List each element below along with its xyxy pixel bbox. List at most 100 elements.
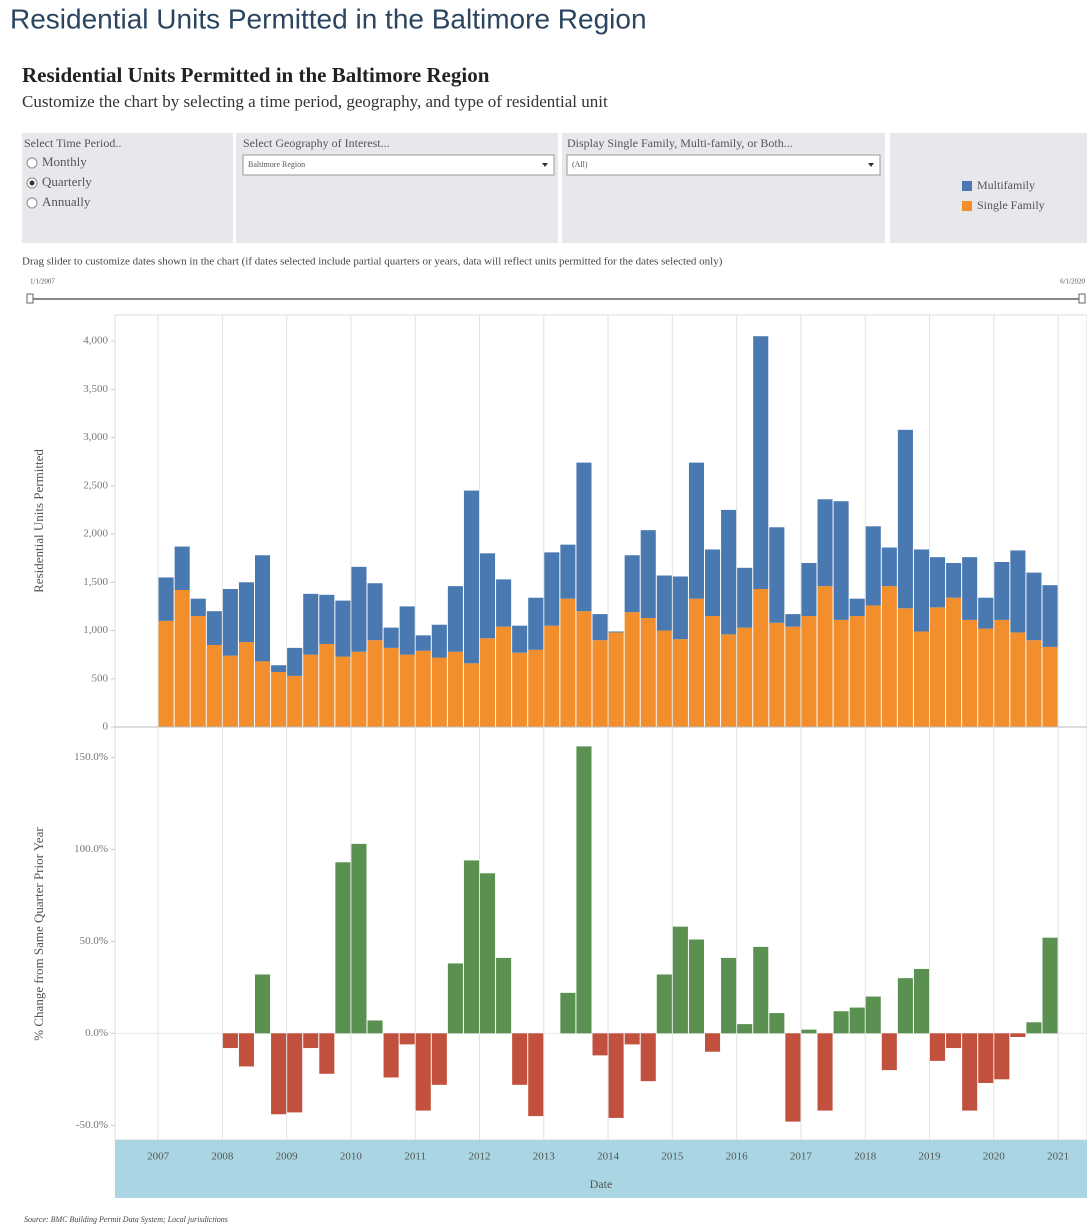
radio-button[interactable]	[26, 157, 38, 169]
bar-segment	[271, 672, 287, 727]
bar-segment	[319, 594, 335, 645]
x-tick-label: 2013	[533, 1151, 556, 1163]
dropdown[interactable]	[242, 154, 555, 176]
bar	[463, 860, 479, 1034]
bar-segment	[833, 501, 849, 620]
bar-segment	[769, 622, 785, 727]
dropdown-arrow	[542, 163, 548, 167]
bar-segment	[608, 632, 624, 727]
bar-segment	[174, 546, 190, 590]
bar-segment	[672, 576, 688, 640]
bar-segment	[946, 597, 962, 727]
bar-segment	[721, 509, 737, 635]
radio-button[interactable]	[26, 197, 38, 209]
bar-segment	[544, 625, 560, 727]
radio-dot	[29, 180, 35, 186]
bar	[608, 1033, 624, 1118]
bar	[367, 1020, 383, 1034]
bar-segment	[190, 616, 206, 727]
control-panel	[22, 133, 233, 243]
bar-segment	[528, 649, 544, 727]
bar-segment	[753, 589, 769, 727]
page-title: Residential Units Permitted in the Balti…	[10, 3, 647, 34]
bar	[399, 1033, 415, 1045]
dropdown-value: (All)	[572, 160, 588, 169]
bar	[415, 1033, 431, 1111]
bar	[930, 1033, 946, 1061]
bar	[913, 968, 929, 1034]
bar-segment	[817, 499, 833, 587]
bar-segment	[881, 547, 897, 587]
bar-segment	[383, 647, 399, 727]
y-tick-label: 0.0%	[85, 1027, 108, 1039]
legend-label: Multifamily	[977, 178, 1035, 192]
radio-label: Quarterly	[42, 174, 92, 189]
dashboard-subtitle: Customize the chart by selecting a time …	[22, 92, 608, 111]
slider-handle[interactable]	[26, 293, 34, 304]
bar-segment	[415, 635, 431, 651]
radio-label: Annually	[42, 194, 91, 209]
radio-group[interactable]: Monthly Quarterly Annually	[26, 154, 92, 209]
y-tick-label: 2,000	[83, 528, 108, 540]
y-tick-label: 150.0%	[74, 751, 108, 763]
x-tick-label: 2017	[790, 1151, 813, 1163]
bar-segment	[962, 557, 978, 620]
bar	[721, 957, 737, 1034]
slider-handle[interactable]	[1078, 293, 1086, 304]
bar-segment	[769, 527, 785, 623]
legend-panel	[890, 133, 1087, 243]
bar-segment	[865, 526, 881, 606]
bar-segment	[287, 675, 303, 727]
x-tick-label: 2012	[469, 1151, 491, 1163]
dashboard-title: Residential Units Permitted in the Balti…	[22, 63, 490, 87]
bar-segment	[238, 582, 254, 643]
bar	[319, 1033, 335, 1074]
bar-segment	[1010, 550, 1026, 633]
y-tick-label: -50.0%	[76, 1119, 108, 1131]
bar-segment	[688, 598, 704, 727]
bar	[849, 1007, 865, 1034]
bar	[303, 1033, 319, 1049]
bar	[769, 1013, 785, 1034]
bar	[881, 1033, 897, 1071]
bar-segment	[399, 606, 415, 655]
y-tick-label: 0	[103, 721, 109, 733]
bar-segment	[705, 616, 721, 727]
bar	[512, 1033, 528, 1085]
bar-segment	[849, 598, 865, 617]
bar	[1010, 1033, 1026, 1037]
bar-segment	[801, 616, 817, 727]
bar	[351, 843, 367, 1034]
x-tick-label: 2016	[726, 1151, 749, 1163]
bar-segment	[255, 661, 271, 727]
x-tick-label: 2010	[340, 1151, 363, 1163]
slider-end: 6/1/2020	[1060, 278, 1085, 286]
legend-swatch	[962, 201, 972, 211]
bar-segment	[656, 575, 672, 631]
y-axis-title: Residential Units Permitted	[31, 449, 46, 593]
bar-segment	[560, 598, 576, 727]
y-tick-label: 4,000	[83, 335, 108, 347]
bar-segment	[753, 336, 769, 590]
bar-segment	[865, 605, 881, 727]
bar-segment	[785, 626, 801, 727]
y-tick-label: 3,500	[83, 383, 108, 395]
bar-segment	[913, 631, 929, 727]
bar	[624, 1033, 640, 1045]
bar-segment	[351, 566, 367, 652]
source-note: Source: BMC Building Permit Data System;…	[24, 1215, 228, 1224]
bar-segment	[737, 627, 753, 727]
bar	[672, 926, 688, 1034]
bar	[222, 1033, 238, 1049]
control-panel	[236, 133, 558, 243]
legend-label: Single Family	[977, 198, 1045, 212]
bar-segment	[528, 597, 544, 650]
dropdown-value: Baltimore Region	[248, 160, 305, 169]
bar-segment	[881, 586, 897, 727]
bar	[753, 946, 769, 1034]
dropdown[interactable]	[566, 154, 881, 176]
bar	[1026, 1022, 1042, 1034]
bar	[496, 957, 512, 1034]
